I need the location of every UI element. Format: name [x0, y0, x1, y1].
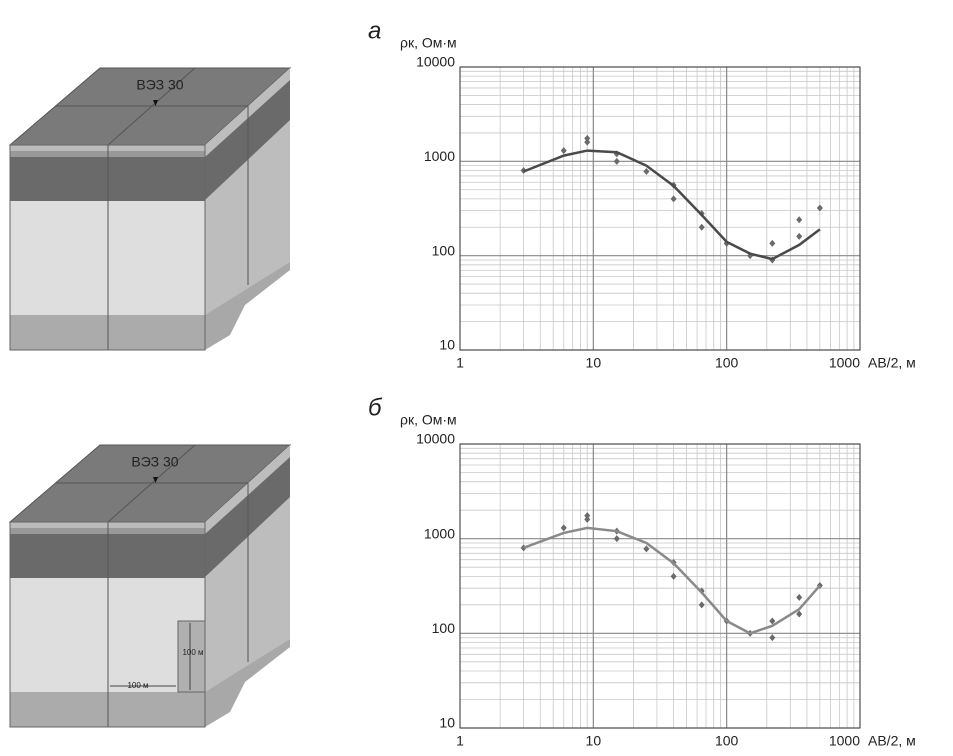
- x-tick-label: 1000: [829, 355, 860, 371]
- x-tick-label: 10: [586, 355, 602, 371]
- data-point: [796, 232, 803, 240]
- dimension-label: 100 м: [127, 681, 148, 690]
- data-point: [698, 601, 705, 609]
- panel-label: а: [368, 17, 381, 44]
- curve: [523, 149, 821, 261]
- x-tick-label: 1000: [829, 733, 860, 749]
- data-point: [560, 524, 567, 532]
- y-tick-label: 100: [432, 242, 456, 258]
- x-tick-label: 1: [456, 355, 464, 371]
- data-point: [584, 134, 591, 142]
- data-point: [613, 535, 620, 543]
- x-axis-label: AB/2, м: [868, 355, 916, 371]
- axis-frame: [459, 443, 861, 729]
- plot-area: [460, 67, 860, 350]
- y-axis-label: ρк, Ом·м: [400, 35, 457, 51]
- data-point: [670, 572, 677, 580]
- x-tick-label: 1: [456, 733, 464, 749]
- data-point: [769, 239, 776, 247]
- data-point: [613, 157, 620, 165]
- panel-label: б: [368, 394, 383, 421]
- curve: [523, 526, 821, 635]
- plot-area: [460, 444, 860, 728]
- data-point: [816, 204, 823, 212]
- x-tick-label: 10: [586, 733, 602, 749]
- x-tick-label: 100: [715, 355, 739, 371]
- data-point: [560, 147, 567, 155]
- y-tick-label: 10000: [416, 54, 455, 70]
- x-axis-label: AB/2, м: [868, 733, 916, 749]
- y-tick-label: 1000: [424, 525, 455, 541]
- y-tick-label: 10: [439, 337, 455, 353]
- diagram-label: ВЭЗ 30: [136, 77, 183, 93]
- data-point: [670, 195, 677, 203]
- block-diagram: ВЭЗ 30: [8, 67, 292, 351]
- data-point: [796, 593, 803, 601]
- axis-frame: [459, 66, 861, 351]
- data-point: [584, 515, 591, 523]
- data-point: [769, 634, 776, 642]
- y-axis-label: ρк, Ом·м: [400, 412, 457, 428]
- data-point: [643, 545, 650, 553]
- data-point: [643, 168, 650, 176]
- data-point: [698, 223, 705, 231]
- data-point: [796, 610, 803, 618]
- y-tick-label: 1000: [424, 148, 455, 164]
- diagram-label: ВЭЗ 30: [131, 454, 178, 470]
- data-point: [584, 512, 591, 520]
- y-tick-label: 10000: [416, 431, 455, 447]
- dimension-label: 100 м: [182, 648, 203, 657]
- y-tick-label: 100: [432, 620, 456, 636]
- y-tick-label: 10: [439, 715, 455, 731]
- data-point: [584, 138, 591, 146]
- data-point: [796, 216, 803, 224]
- block-diagram: ВЭЗ 30 100 м 100 м: [8, 444, 292, 728]
- x-tick-label: 100: [715, 733, 739, 749]
- data-point: [769, 617, 776, 625]
